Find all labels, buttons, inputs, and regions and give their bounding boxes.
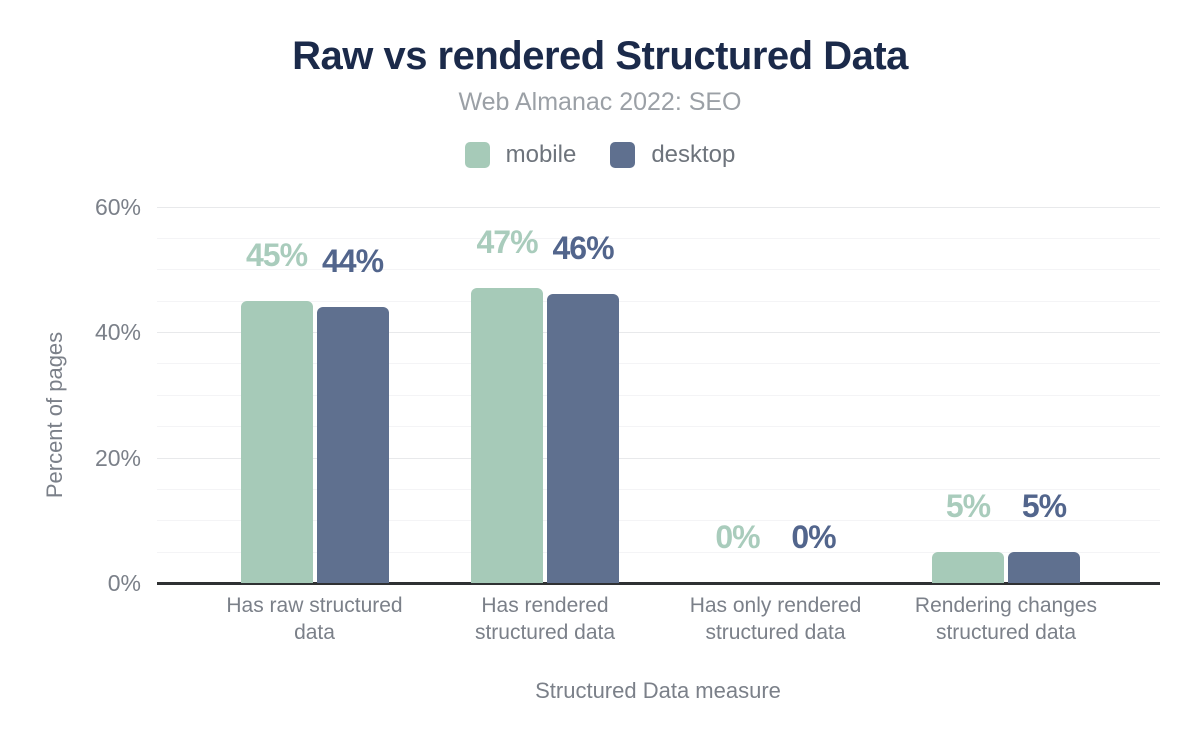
minor-gridline-5 <box>157 551 1160 553</box>
x-tick-label-line: Rendering changes <box>914 594 1098 617</box>
bar-mobile-0 <box>240 301 313 583</box>
legend-item-desktop[interactable]: desktop <box>610 141 735 169</box>
bar-value-label-mobile-2: 0% <box>715 519 760 555</box>
x-tick-label-line: structured data <box>705 621 846 644</box>
bar-value-label-desktop-3: 5% <box>1021 488 1067 524</box>
x-tick-label-line: data <box>294 621 335 644</box>
x-tick-label-0: Has raw structured data <box>200 592 430 646</box>
minor-gridline-50 <box>157 269 1160 271</box>
minor-gridline-55 <box>157 237 1160 239</box>
bar-value-label-mobile-1: 47% <box>476 224 538 260</box>
bar-desktop-3 <box>1008 552 1080 583</box>
x-tick-label-line: Has raw structured <box>226 594 403 617</box>
bar-desktop-0 <box>316 307 389 583</box>
minor-gridline-25 <box>157 426 1160 428</box>
major-gridline-60 <box>157 206 1160 208</box>
legend-swatch-mobile-icon <box>464 142 490 168</box>
chart-subtitle: Web Almanac 2022: SEO <box>458 88 742 116</box>
legend: mobile desktop <box>0 141 1200 169</box>
legend-swatch-desktop-icon <box>610 142 636 168</box>
major-gridline-20 <box>157 457 1160 459</box>
x-tick-label-line: Has rendered <box>481 594 609 617</box>
bar-value-label-desktop-0: 44% <box>321 243 384 279</box>
bar-value-label-mobile-3: 5% <box>945 488 991 524</box>
bar-desktop-1 <box>547 294 619 583</box>
x-tick-label-1: Has rendered structured data <box>430 592 660 646</box>
bar-mobile-1 <box>471 288 543 583</box>
y-tick-label-40: 40% <box>94 319 141 345</box>
x-tick-label-3: Rendering changes structured data <box>891 592 1121 646</box>
y-tick-label-60: 60% <box>94 193 141 220</box>
bar-value-label-desktop-2: 0% <box>791 519 836 555</box>
minor-gridline-35 <box>157 363 1160 365</box>
x-tick-label-2: Has only rendered structured data <box>661 592 891 646</box>
minor-gridline-30 <box>157 394 1160 396</box>
y-tick-label-20: 20% <box>94 444 141 471</box>
x-axis-title: Structured Data measure <box>535 678 781 703</box>
bar-value-label-desktop-1: 46% <box>552 230 614 266</box>
x-axis-line <box>157 581 1160 585</box>
chart-title: Raw vs rendered Structured Data <box>292 34 908 78</box>
bar-mobile-3 <box>932 552 1004 583</box>
major-gridline-40 <box>157 332 1160 333</box>
minor-gridline-10 <box>157 520 1160 522</box>
legend-label-mobile: mobile <box>505 141 577 168</box>
minor-gridline-45 <box>157 300 1160 302</box>
y-tick-label-0: 0% <box>107 570 141 596</box>
x-tick-label-line: structured data <box>474 621 616 644</box>
legend-item-mobile[interactable]: mobile <box>464 141 577 169</box>
x-tick-label-line: structured data <box>935 621 1077 644</box>
bar-value-label-mobile-0: 45% <box>245 237 308 273</box>
minor-gridline-15 <box>157 488 1160 490</box>
legend-label-desktop: desktop <box>651 141 736 168</box>
y-axis-title: Percent of pages <box>42 331 67 499</box>
x-tick-label-line: Has only rendered <box>689 594 862 617</box>
